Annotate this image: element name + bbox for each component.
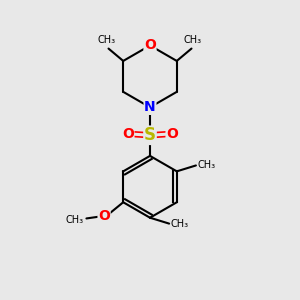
Text: CH₃: CH₃ [98,35,116,45]
Text: O: O [98,208,110,223]
Text: S: S [144,126,156,144]
Text: CH₃: CH₃ [197,160,215,170]
Text: O: O [166,127,178,141]
Text: O: O [144,38,156,52]
Text: CH₃: CH₃ [184,35,202,45]
Text: N: N [144,100,156,114]
Text: CH₃: CH₃ [65,215,83,225]
Text: CH₃: CH₃ [171,219,189,229]
Text: O: O [122,127,134,141]
